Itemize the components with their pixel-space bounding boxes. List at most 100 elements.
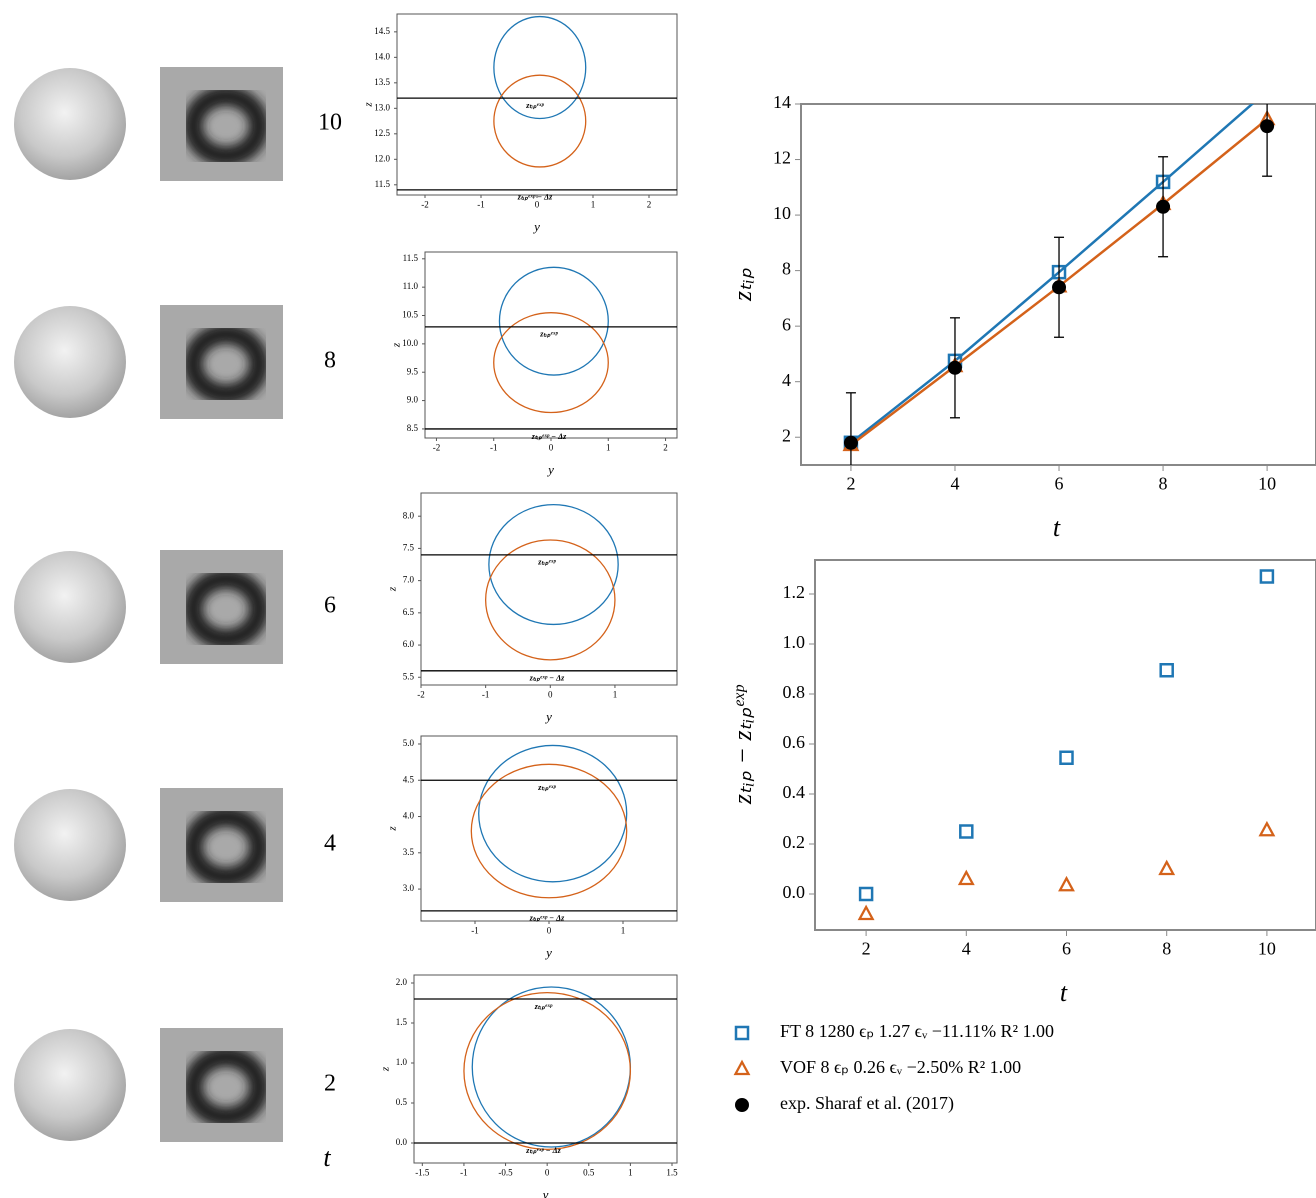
reference-label: zₜᵢₚᵉˣᵖ − Δz — [529, 914, 565, 923]
x-tick-label: -0.5 — [498, 1167, 513, 1177]
y-tick-label: 4.0 — [403, 811, 415, 821]
y-tick-label: 12.0 — [374, 153, 390, 163]
ring-shadow — [183, 86, 269, 166]
interface-contour — [488, 503, 619, 626]
marker-triangle — [857, 904, 875, 921]
y-tick-label: 5.0 — [403, 738, 415, 748]
reference-label: zₜᵢₚᵉˣᵖ − Δz — [531, 432, 567, 441]
ring-shadow — [183, 569, 269, 649]
y-tick-label: 8 — [782, 259, 791, 279]
interface-contour — [470, 763, 628, 899]
time-label: 8 — [324, 348, 336, 374]
ring-shadow — [183, 1047, 269, 1127]
y-tick-label: 10.5 — [402, 310, 418, 320]
y-axis-label: z — [387, 586, 399, 592]
time-header: t — [323, 1143, 331, 1172]
sphere-image — [14, 551, 126, 663]
x-tick-label: 6 — [1055, 474, 1064, 494]
marker-circle — [1260, 119, 1275, 134]
x-axis-label: t — [1060, 978, 1068, 1007]
marker-circle — [1156, 199, 1171, 214]
y-tick-label: 0.5 — [396, 1097, 408, 1107]
x-tick-label: 6 — [1062, 939, 1071, 959]
x-axis-label: y — [532, 219, 540, 234]
x-tick-label: -1.5 — [415, 1167, 430, 1177]
x-tick-label: 1 — [628, 1167, 633, 1177]
x-axis-label: t — [1053, 513, 1061, 542]
x-tick-label: -1 — [460, 1167, 468, 1177]
sphere-image — [14, 306, 126, 418]
plot-frame — [420, 492, 678, 686]
plot-frame — [424, 251, 678, 439]
ring-shadow — [183, 324, 269, 404]
y-axis-label: zₜᵢₚ — [728, 268, 757, 302]
interface-contour — [471, 986, 632, 1148]
interface-contour — [478, 744, 628, 883]
x-tick-label: 1 — [621, 925, 626, 935]
marker-circle — [1052, 280, 1067, 295]
x-tick-label: 2 — [862, 939, 871, 959]
sphere-image — [14, 1029, 126, 1141]
time-label: 10 — [318, 110, 342, 136]
x-tick-label: 2 — [647, 199, 652, 209]
reference-label: zₜᵢₚᵉˣᵖ − Δz — [525, 1146, 561, 1155]
y-tick-label: 9.5 — [407, 366, 419, 376]
y-tick-label: 1.0 — [396, 1057, 408, 1067]
y-tick-label: 11.5 — [403, 253, 419, 263]
reference-label: zₜᵢₚᵉˣᵖ — [537, 558, 556, 567]
y-tick-label: 0.0 — [396, 1137, 408, 1147]
plot-frame — [800, 103, 1316, 466]
x-axis-label: y — [541, 1187, 549, 1198]
plot-area — [857, 569, 1276, 921]
x-tick-label: -1 — [477, 199, 485, 209]
reference-label: zₜᵢₚᵉˣᵖ — [534, 1002, 553, 1011]
plot-area — [842, 85, 1276, 465]
x-tick-label: 0 — [545, 1167, 550, 1177]
x-tick-label: -2 — [417, 689, 425, 699]
x-tick-label: -1 — [471, 925, 479, 935]
y-tick-label: 11.5 — [375, 179, 391, 189]
marker-square — [1059, 750, 1074, 765]
x-tick-label: 0 — [549, 442, 554, 452]
x-tick-label: 10 — [1258, 474, 1276, 494]
y-tick-label: 14.5 — [374, 26, 390, 36]
x-tick-label: 10 — [1258, 939, 1276, 959]
y-tick-label: 0.2 — [783, 832, 806, 852]
marker-triangle — [1258, 820, 1276, 837]
x-axis-label: y — [546, 462, 554, 477]
legend-marker — [734, 1025, 750, 1041]
y-tick-label: 1.0 — [783, 632, 806, 652]
marker-square — [959, 824, 974, 839]
y-tick-label: 2.0 — [396, 977, 408, 987]
reference-label: zₜᵢₚᵉˣᵖ − Δz — [529, 674, 565, 683]
plot-frame — [413, 974, 678, 1164]
marker-square — [858, 886, 874, 902]
marker-circle — [947, 360, 962, 375]
interface-contour — [493, 74, 587, 168]
marker-square — [1261, 85, 1273, 97]
reference-label: zₜᵢₚᵉˣᵖ — [539, 330, 558, 339]
y-tick-label: 12 — [773, 148, 791, 168]
y-tick-label: 6.0 — [403, 639, 415, 649]
interface-contour — [498, 266, 609, 376]
x-tick-label: -1 — [490, 442, 498, 452]
sphere-image — [14, 789, 126, 901]
y-tick-label: 11.0 — [403, 281, 419, 291]
y-tick-label: 8.0 — [403, 510, 415, 520]
y-tick-label: 13.5 — [374, 77, 390, 87]
x-tick-label: 0 — [548, 689, 553, 699]
x-tick-label: 1 — [606, 442, 611, 452]
x-tick-label: 2 — [846, 474, 855, 494]
reference-label: zₜᵢₚᵉˣᵖ − Δz — [517, 193, 553, 202]
y-tick-label: 0.0 — [783, 882, 806, 902]
y-tick-label: 7.5 — [403, 542, 415, 552]
marker-square — [1259, 569, 1275, 584]
interface-contour — [463, 991, 632, 1151]
marker-triangle — [1058, 875, 1075, 892]
time-label: 2 — [324, 1071, 336, 1097]
y-tick-label: 3.0 — [403, 883, 415, 893]
y-tick-label: 3.5 — [403, 847, 415, 857]
y-tick-label: 1.5 — [396, 1017, 408, 1027]
x-tick-label: 1 — [591, 199, 596, 209]
y-tick-label: 7.0 — [403, 575, 415, 585]
